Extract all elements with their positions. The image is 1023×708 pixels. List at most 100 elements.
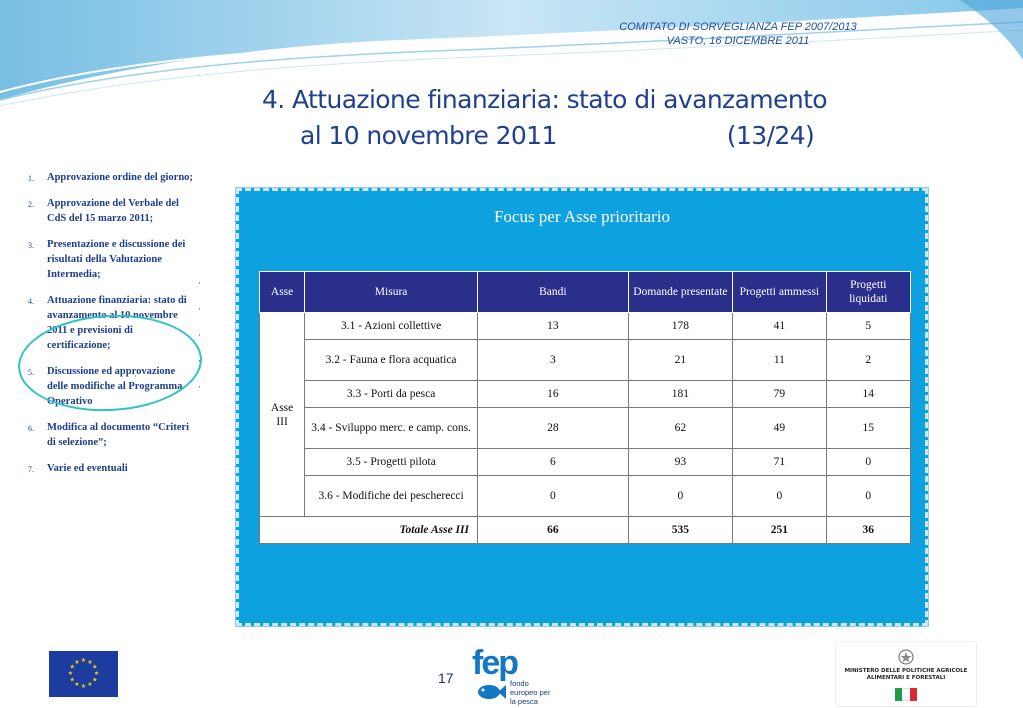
fep-logo: fep fondo europeo per la pesca <box>472 644 564 706</box>
agenda-item-number: 6. <box>28 424 34 433</box>
total-liquidati: 36 <box>825 516 912 544</box>
table-row: Asse III 3.1 - Azioni collettive 13 178 … <box>258 312 912 517</box>
focus-panel: Focus per Asse prioritario Asse Misura B… <box>236 188 928 626</box>
agenda-item-text: Approvazione del Verbale del CdS del 15 … <box>47 198 179 224</box>
domande-cell: 0 <box>627 475 734 517</box>
table-total-row: Totale Asse III 66 535 251 36 <box>259 516 912 544</box>
svg-text:★: ★ <box>87 659 92 666</box>
italian-flag-icon <box>895 688 917 701</box>
event-header-line1: COMITATO DI SORVEGLIANZA FEP 2007/2013 <box>619 21 857 33</box>
svg-text:★: ★ <box>92 664 97 671</box>
svg-text:★: ★ <box>94 670 99 677</box>
event-header: COMITATO DI SORVEGLIANZA FEP 2007/2013 V… <box>578 20 898 48</box>
agenda-item: 7. Varie ed eventuali <box>28 461 196 476</box>
column-header: Asse <box>258 271 306 313</box>
slide-footer: ★ ★ ★ ★ ★ ★ ★ ★ ★ ★ ★ ★ 17 fep fondo europeo per… <box>0 640 1023 708</box>
domande-cell: 181 <box>627 380 734 408</box>
svg-text:★: ★ <box>74 659 79 666</box>
svg-text:★: ★ <box>74 681 79 688</box>
table-row: 3.3 - Porti da pesca 16 181 79 14 <box>260 380 912 408</box>
svg-text:★: ★ <box>68 670 73 677</box>
stray-bullet-dot: · <box>134 372 137 381</box>
agenda-item-text: Attuazione finanziaria: stato di avanzam… <box>47 295 187 351</box>
agenda-item: 2. Approvazione del Verbale del CdS del 1… <box>28 196 196 226</box>
column-header: Bandi <box>476 271 629 313</box>
misura-cell: 3.1 - Azioni collettive <box>304 312 478 340</box>
agenda-item: 5. Discussione ed approvazione delle modi… <box>28 364 196 409</box>
slide-title: 4. Attuazione finanziaria: stato di avan… <box>240 82 960 154</box>
agenda-item: 3. Presentazione e discussione dei risult… <box>28 237 196 282</box>
svg-text:★: ★ <box>81 657 86 664</box>
agenda-item-current: 4. Attuazione finanziaria: stato di avanz… <box>28 293 196 353</box>
slide-page-ref: (13/24) <box>726 121 815 150</box>
ministry-name: MINISTERO DELLE POLITICHE AGRICOLE ALIME… <box>844 668 968 681</box>
column-header: Progetti liquidati <box>825 271 912 313</box>
svg-text:★: ★ <box>87 681 92 688</box>
ammessi-cell: 79 <box>732 380 827 408</box>
bandi-cell: 0 <box>476 475 629 517</box>
total-label: Totale Asse III <box>259 516 478 544</box>
fish-icon <box>478 685 506 699</box>
domande-cell: 93 <box>627 448 734 476</box>
agenda-item-number: 5. <box>28 368 34 377</box>
ammessi-cell: 71 <box>732 448 827 476</box>
agenda-item-number: 3. <box>28 241 34 250</box>
column-header: Domande presentate <box>627 271 734 313</box>
misura-cell: 3.5 - Progetti pilota <box>304 448 478 476</box>
table-row: 3.6 - Modifiche dei pescherecci 0 0 0 0 <box>260 475 912 517</box>
column-header: Progetti ammessi <box>732 271 827 313</box>
agenda-item-text: Modifica al documento “Criteri di selezi… <box>47 422 190 448</box>
agenda-item-text: Varie ed eventuali <box>47 463 128 474</box>
agenda-item: 1. Approvazione ordine del giorno; <box>28 170 196 185</box>
agenda-item-number: 2. <box>28 200 34 209</box>
total-domande: 535 <box>627 516 734 544</box>
agenda-item-text: Discussione ed approvazione delle modifi… <box>47 366 183 407</box>
liquidati-cell: 0 <box>825 448 912 476</box>
stray-bullet-dots: · · · · · <box>198 278 201 392</box>
svg-text:★: ★ <box>92 677 97 684</box>
page-number: 17 <box>438 670 454 686</box>
header-wave-decoration <box>0 0 1023 107</box>
ammessi-cell: 41 <box>732 312 827 340</box>
liquidati-cell: 14 <box>825 380 912 408</box>
svg-text:★: ★ <box>70 664 75 671</box>
slide-title-line2: al 10 novembre 2011 <box>300 121 557 150</box>
bandi-cell: 3 <box>476 339 629 381</box>
agenda-item-number: 1. <box>28 174 34 183</box>
ammessi-cell: 0 <box>732 475 827 517</box>
domande-cell: 62 <box>627 407 734 449</box>
bandi-cell: 6 <box>476 448 629 476</box>
fep-logo-word: fep <box>472 644 519 682</box>
ammessi-cell: 49 <box>732 407 827 449</box>
agenda-item: 6. Modifica al documento “Criteri di sele… <box>28 420 196 450</box>
svg-text:★: ★ <box>81 683 86 690</box>
panel-title: Focus per Asse prioritario <box>493 207 671 226</box>
total-ammessi: 251 <box>732 516 827 544</box>
slide-title-line1: 4. Attuazione finanziaria: stato di avan… <box>262 85 828 114</box>
agenda-list: 1. Approvazione ordine del giorno; 2. Appr… <box>28 170 196 487</box>
eu-flag-logo: ★ ★★ ★★★ ★★★ ★★★ <box>49 651 118 697</box>
liquidati-cell: 5 <box>825 312 912 340</box>
misura-cell: 3.2 - Fauna e flora acquatica <box>304 339 478 381</box>
total-bandi: 66 <box>476 516 629 544</box>
table-row: 3.2 - Fauna e flora acquatica 3 21 11 2 <box>260 339 912 381</box>
liquidati-cell: 0 <box>825 475 912 517</box>
fep-logo-subtitle: fondo europeo per la pesca <box>510 679 551 706</box>
column-header: Misura <box>304 271 478 313</box>
agenda-item-number: 7. <box>28 465 34 474</box>
table-header-row: Asse Misura Bandi Domande presentate Pro… <box>258 271 912 313</box>
bandi-cell: 28 <box>476 407 629 449</box>
liquidati-cell: 2 <box>825 339 912 381</box>
focus-table: Asse Misura Bandi Domande presentate Pro… <box>258 271 912 544</box>
event-header-line2: VASTO, 16 DICEMBRE 2011 <box>666 35 810 47</box>
bandi-cell: 16 <box>476 380 629 408</box>
misura-cell: 3.3 - Porti da pesca <box>304 380 478 408</box>
misura-cell: 3.4 - Sviluppo merc. e camp. cons. <box>304 407 478 449</box>
misura-cell: 3.6 - Modifiche dei pescherecci <box>304 475 478 517</box>
ammessi-cell: 11 <box>732 339 827 381</box>
agenda-item-number: 4. <box>28 297 34 306</box>
slide-title-line2-wrap: al 10 novembre 2011 (13/24) <box>240 118 960 154</box>
svg-text:★: ★ <box>70 677 75 684</box>
table-row: 3.5 - Progetti pilota 6 93 71 0 <box>260 448 912 476</box>
domande-cell: 21 <box>627 339 734 381</box>
